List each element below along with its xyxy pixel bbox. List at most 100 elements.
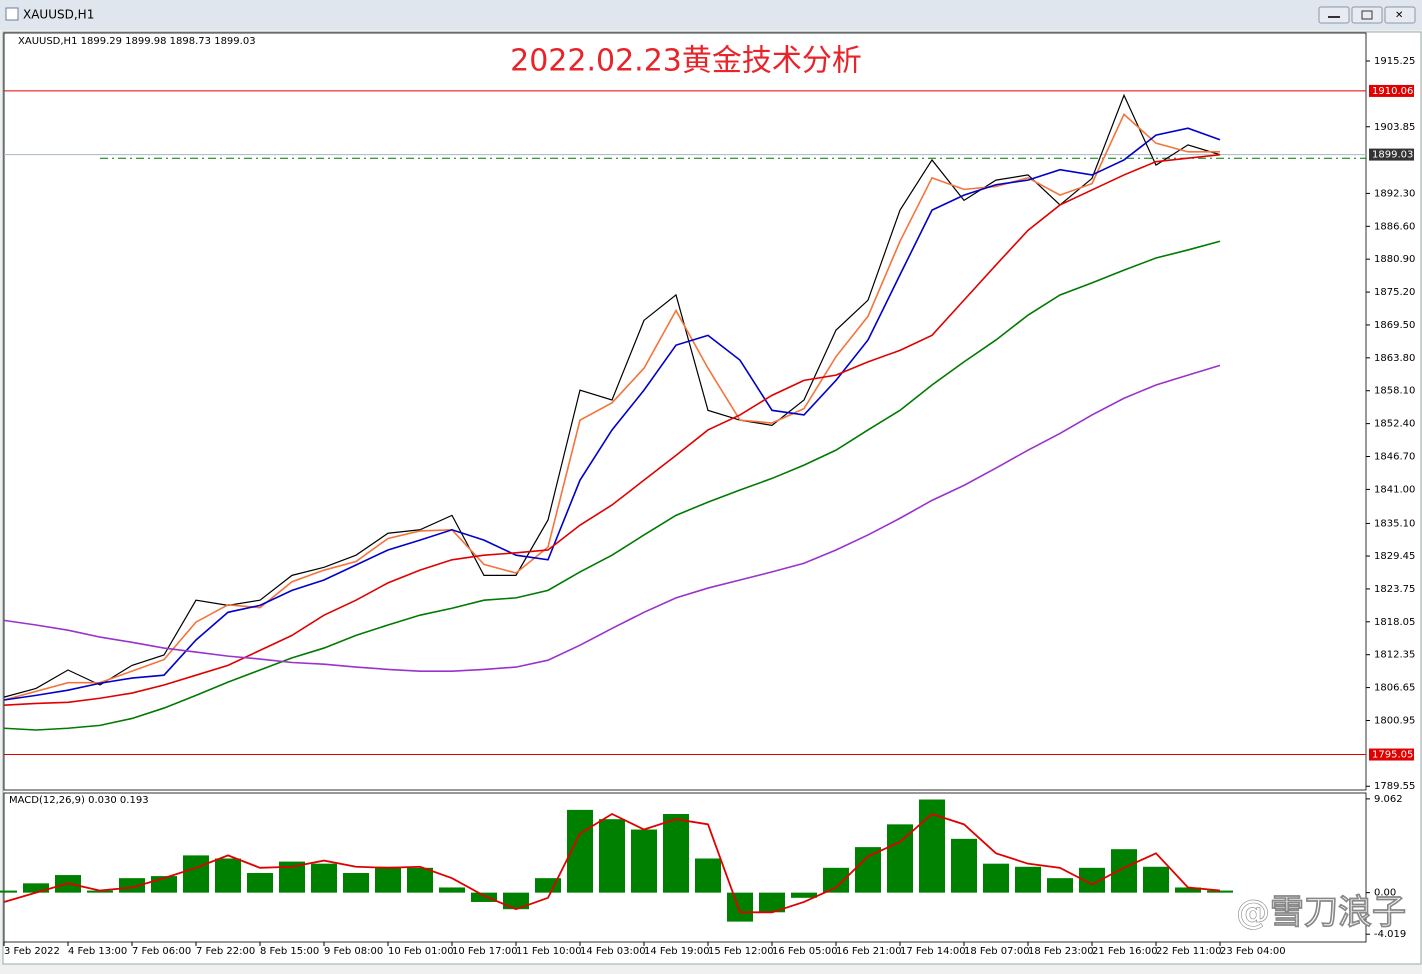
x-tick-label: 3 Feb 2022	[4, 946, 60, 957]
macd-bar	[471, 892, 497, 902]
macd-bar	[1111, 849, 1137, 893]
x-tick-label: 11 Feb 10:00	[516, 946, 582, 957]
macd-bar	[23, 883, 49, 893]
window-icon	[5, 7, 19, 21]
y-tick-label: 1880.90	[1374, 254, 1415, 265]
macd-bar	[823, 867, 849, 893]
macd-bar	[1047, 878, 1073, 893]
y-tick-label: 1841.00	[1374, 484, 1415, 495]
series-line	[3, 153, 1221, 706]
x-tick-label: 8 Feb 15:00	[260, 946, 319, 957]
close-button[interactable]	[1384, 6, 1416, 24]
y-tick-label: 1818.05	[1374, 617, 1415, 628]
macd-bar	[439, 887, 465, 893]
restore-button[interactable]	[1351, 6, 1383, 24]
macd-bar	[0, 890, 17, 893]
y-tick-label: 1789.55	[1374, 781, 1415, 792]
y-tick-label: 1812.35	[1374, 650, 1415, 661]
plot-layer: 1915.25 1903.85 1892.30 1886.60 1880.90 1875.…	[0, 56, 1415, 957]
y-tick-label: 1846.70	[1374, 452, 1415, 463]
restore-glyph	[1361, 10, 1373, 20]
window-title: XAUUSD,H1	[23, 8, 94, 22]
macd-header: MACD(12,26,9) 0.030 0.193	[9, 795, 149, 806]
y-tick-label: 1823.75	[1374, 584, 1415, 595]
x-tick-label: 21 Feb 16:00	[1092, 946, 1158, 957]
y-tick-label: 1915.25	[1374, 56, 1415, 67]
y-tick-label: 1869.50	[1374, 320, 1415, 331]
macd-bar	[311, 863, 337, 893]
macd-bar	[663, 814, 689, 893]
series-line	[3, 93, 1221, 698]
series-line	[3, 113, 1220, 701]
price-level-label: 1795.05	[1372, 750, 1413, 761]
macd-bar	[855, 847, 881, 893]
series-line	[3, 812, 1221, 914]
close-glyph: ✕	[1395, 10, 1403, 21]
x-tick-label: 10 Feb 01:00	[388, 946, 454, 957]
watermark: @雪刀浪子	[1236, 893, 1406, 933]
y-tick-label: 0.00	[1374, 888, 1396, 899]
macd-bar	[1207, 890, 1233, 893]
macd-bar	[759, 892, 785, 913]
macd-bar	[1143, 866, 1169, 893]
y-tick-label: 1886.60	[1374, 221, 1415, 232]
macd-bar	[1015, 866, 1041, 893]
x-tick-label: 4 Feb 13:00	[68, 946, 127, 957]
y-tick-label: -4.019	[1374, 929, 1406, 940]
price-level-label: 1899.03	[1372, 150, 1413, 161]
x-tick-label: 14 Feb 03:00	[580, 946, 646, 957]
x-tick-label: 7 Feb 06:00	[132, 946, 191, 957]
chart-header: XAUUSD,H1 1899.29 1899.98 1898.73 1899.0…	[18, 36, 256, 47]
macd-bar	[727, 892, 753, 922]
price-pane	[3, 32, 1367, 791]
y-tick-label: 1852.40	[1374, 419, 1415, 430]
x-tick-label: 22 Feb 11:00	[1156, 946, 1222, 957]
y-tick-label: 1892.30	[1374, 188, 1415, 199]
y-tick-label: 9.062	[1374, 794, 1403, 805]
x-tick-label: 10 Feb 17:00	[452, 946, 518, 957]
x-tick-label: 15 Feb 12:00	[708, 946, 774, 957]
y-tick-label: 1829.45	[1374, 551, 1415, 562]
y-tick-label: 1875.20	[1374, 287, 1415, 298]
macd-bar	[375, 866, 401, 893]
macd-bar	[503, 892, 529, 910]
x-tick-label: 16 Feb 05:00	[772, 946, 838, 957]
y-tick-label: 1806.65	[1374, 683, 1415, 694]
macd-bar	[951, 838, 977, 893]
minimize-button[interactable]	[1318, 6, 1350, 24]
y-tick-label: 1903.85	[1374, 122, 1415, 133]
title-bar	[0, 0, 1422, 30]
series-line	[3, 364, 1221, 672]
x-tick-label: 18 Feb 23:00	[1028, 946, 1094, 957]
y-tick-label: 1835.10	[1374, 518, 1415, 529]
y-tick-label: 1858.10	[1374, 386, 1415, 397]
x-tick-label: 7 Feb 22:00	[196, 946, 255, 957]
macd-bar	[599, 819, 625, 893]
y-tick-label: 1800.95	[1374, 715, 1415, 726]
x-tick-label: 9 Feb 08:00	[324, 946, 383, 957]
price-level-tag	[1369, 148, 1414, 161]
price-level-label: 1910.06	[1372, 86, 1413, 97]
x-tick-label: 18 Feb 07:00	[964, 946, 1030, 957]
macd-bar	[343, 872, 369, 893]
price-level-tag	[1369, 748, 1414, 761]
chart-title: 2022.02.23黄金技术分析	[510, 44, 862, 79]
x-tick-label: 14 Feb 19:00	[644, 946, 710, 957]
macd-bar	[887, 824, 913, 893]
macd-bar	[407, 867, 433, 893]
macd-bar	[183, 855, 209, 893]
macd-bar	[983, 863, 1009, 893]
macd-bar	[695, 858, 721, 893]
window-buttons[interactable]: ✕	[1318, 6, 1416, 24]
x-tick-label: 23 Feb 04:00	[1220, 946, 1286, 957]
x-tick-label: 17 Feb 14:00	[900, 946, 966, 957]
y-tick-label: 1863.80	[1374, 353, 1415, 364]
x-tick-label: 16 Feb 21:00	[836, 946, 902, 957]
macd-bar	[119, 878, 145, 893]
series-line	[3, 127, 1221, 701]
macd-bar	[247, 872, 273, 893]
macd-bar	[1175, 887, 1201, 893]
macd-bar	[215, 858, 241, 893]
